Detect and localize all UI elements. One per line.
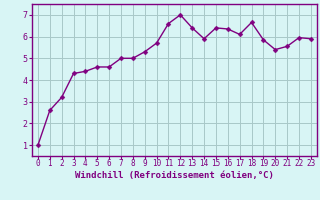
X-axis label: Windchill (Refroidissement éolien,°C): Windchill (Refroidissement éolien,°C) [75,171,274,180]
